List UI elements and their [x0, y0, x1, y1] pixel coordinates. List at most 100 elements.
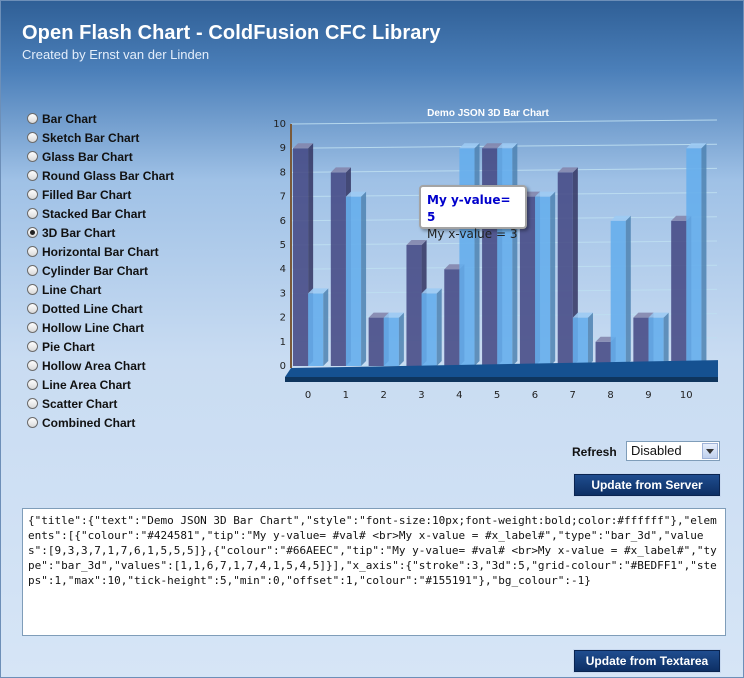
- bar-side: [398, 312, 404, 366]
- chart-type-label: Hollow Area Chart: [42, 358, 146, 373]
- radio-button-icon[interactable]: [27, 227, 38, 238]
- bar-top: [535, 191, 556, 197]
- bar-top: [368, 312, 389, 318]
- radio-button-icon[interactable]: [27, 322, 38, 333]
- chart-type-option[interactable]: Line Chart: [27, 280, 174, 299]
- page-subtitle: Created by Ernst van der Linden: [22, 47, 210, 62]
- radio-button-icon[interactable]: [27, 265, 38, 276]
- x-tick-label: 9: [645, 390, 651, 401]
- x-tick-label: 3: [418, 390, 424, 401]
- chart-type-option[interactable]: Scatter Chart: [27, 394, 174, 413]
- chart-title: Demo JSON 3D Bar Chart: [427, 108, 549, 119]
- bar-top: [497, 143, 518, 149]
- radio-button-icon[interactable]: [27, 341, 38, 352]
- bar-front: [330, 172, 346, 366]
- bar-top: [572, 312, 593, 318]
- x-tick-label: 2: [380, 390, 386, 401]
- chart-type-label: Combined Chart: [42, 415, 136, 430]
- bar-side: [663, 312, 669, 366]
- tooltip-y-value: My y-value= 5: [427, 193, 511, 224]
- chart-type-label: Stacked Bar Chart: [42, 206, 147, 221]
- chart-type-option[interactable]: Sketch Bar Chart: [27, 128, 174, 147]
- page-header: Open Flash Chart - ColdFusion CFC Librar…: [22, 22, 441, 62]
- chart-type-option[interactable]: Hollow Line Chart: [27, 318, 174, 337]
- chevron-down-icon[interactable]: [702, 443, 718, 459]
- radio-button-icon[interactable]: [27, 303, 38, 314]
- x-tick-label: 8: [607, 390, 613, 401]
- radio-button-icon[interactable]: [27, 189, 38, 200]
- bar-side: [701, 143, 707, 366]
- x-tick-label: 10: [680, 390, 693, 401]
- bar-front: [368, 317, 384, 366]
- json-textarea[interactable]: {"title":{"text":"Demo JSON 3D Bar Chart…: [22, 508, 726, 636]
- bar-front: [293, 148, 309, 366]
- bar-side: [587, 312, 593, 366]
- update-from-textarea-button[interactable]: Update from Textarea: [573, 649, 721, 673]
- y-tick-label: 6: [280, 216, 286, 227]
- bar-top: [383, 312, 404, 318]
- chart-type-label: 3D Bar Chart: [42, 225, 116, 240]
- bar-top: [671, 215, 692, 221]
- bar-front: [633, 317, 649, 366]
- bar-front: [406, 245, 422, 366]
- bar-front: [459, 148, 475, 366]
- y-tick-label: 1: [280, 337, 286, 348]
- radio-button-icon[interactable]: [27, 208, 38, 219]
- radio-button-icon[interactable]: [27, 151, 38, 162]
- bar-top: [686, 143, 707, 149]
- bar-side: [361, 191, 367, 366]
- bar-top: [482, 143, 503, 149]
- chart-type-label: Sketch Bar Chart: [42, 130, 140, 145]
- radio-button-icon[interactable]: [27, 360, 38, 371]
- radio-button-icon[interactable]: [27, 417, 38, 428]
- chart-type-label: Line Chart: [42, 282, 102, 297]
- bar-top: [444, 264, 465, 270]
- chart-type-option[interactable]: Cylinder Bar Chart: [27, 261, 174, 280]
- bar-side: [550, 191, 556, 366]
- radio-button-icon[interactable]: [27, 132, 38, 143]
- radio-button-icon[interactable]: [27, 170, 38, 181]
- chart-type-option[interactable]: 3D Bar Chart: [27, 223, 174, 242]
- chart-type-option[interactable]: Bar Chart: [27, 109, 174, 128]
- radio-button-icon[interactable]: [27, 398, 38, 409]
- y-tick-label: 0: [280, 361, 286, 372]
- radio-button-icon[interactable]: [27, 284, 38, 295]
- chart-type-option[interactable]: Filled Bar Chart: [27, 185, 174, 204]
- chart-type-option[interactable]: Dotted Line Chart: [27, 299, 174, 318]
- bar-top: [293, 143, 314, 149]
- bar-front: [671, 220, 687, 366]
- grid-line: [290, 119, 718, 125]
- y-tick-label: 3: [280, 288, 286, 299]
- update-from-server-button[interactable]: Update from Server: [573, 473, 721, 497]
- chart-type-option[interactable]: Pie Chart: [27, 337, 174, 356]
- y-tick-label: 2: [280, 313, 286, 324]
- bar-side: [436, 288, 442, 366]
- x-tick-label: 0: [305, 390, 311, 401]
- chart-type-option[interactable]: Stacked Bar Chart: [27, 204, 174, 223]
- chart-type-option[interactable]: Round Glass Bar Chart: [27, 166, 174, 185]
- chart-type-label: Scatter Chart: [42, 396, 118, 411]
- bar-side: [323, 288, 329, 366]
- chart-type-label: Glass Bar Chart: [42, 149, 133, 164]
- radio-button-icon[interactable]: [27, 113, 38, 124]
- x-axis-floor-top: [285, 360, 725, 377]
- bar-front: [648, 317, 664, 366]
- bar-front: [421, 293, 437, 366]
- chart-type-label: Hollow Line Chart: [42, 320, 144, 335]
- bar-side: [512, 143, 518, 366]
- chart-type-label: Horizontal Bar Chart: [42, 244, 159, 259]
- radio-button-icon[interactable]: [27, 379, 38, 390]
- chart-type-option[interactable]: Hollow Area Chart: [27, 356, 174, 375]
- bar-front: [686, 148, 702, 366]
- bar-top: [557, 167, 578, 173]
- radio-button-icon[interactable]: [27, 246, 38, 257]
- bar-top: [308, 288, 329, 294]
- x-tick-label: 1: [343, 390, 349, 401]
- refresh-select[interactable]: Disabled: [626, 441, 720, 461]
- chart-type-option[interactable]: Horizontal Bar Chart: [27, 242, 174, 261]
- chart-type-option[interactable]: Line Area Chart: [27, 375, 174, 394]
- chart-type-label: Cylinder Bar Chart: [42, 263, 149, 278]
- chart-area: Demo JSON 3D Bar Chart 0 1 2 3 4 5 6 7 8 9 10 0 1 2 3 4…: [258, 104, 725, 414]
- chart-type-option[interactable]: Combined Chart: [27, 413, 174, 432]
- chart-type-option[interactable]: Glass Bar Chart: [27, 147, 174, 166]
